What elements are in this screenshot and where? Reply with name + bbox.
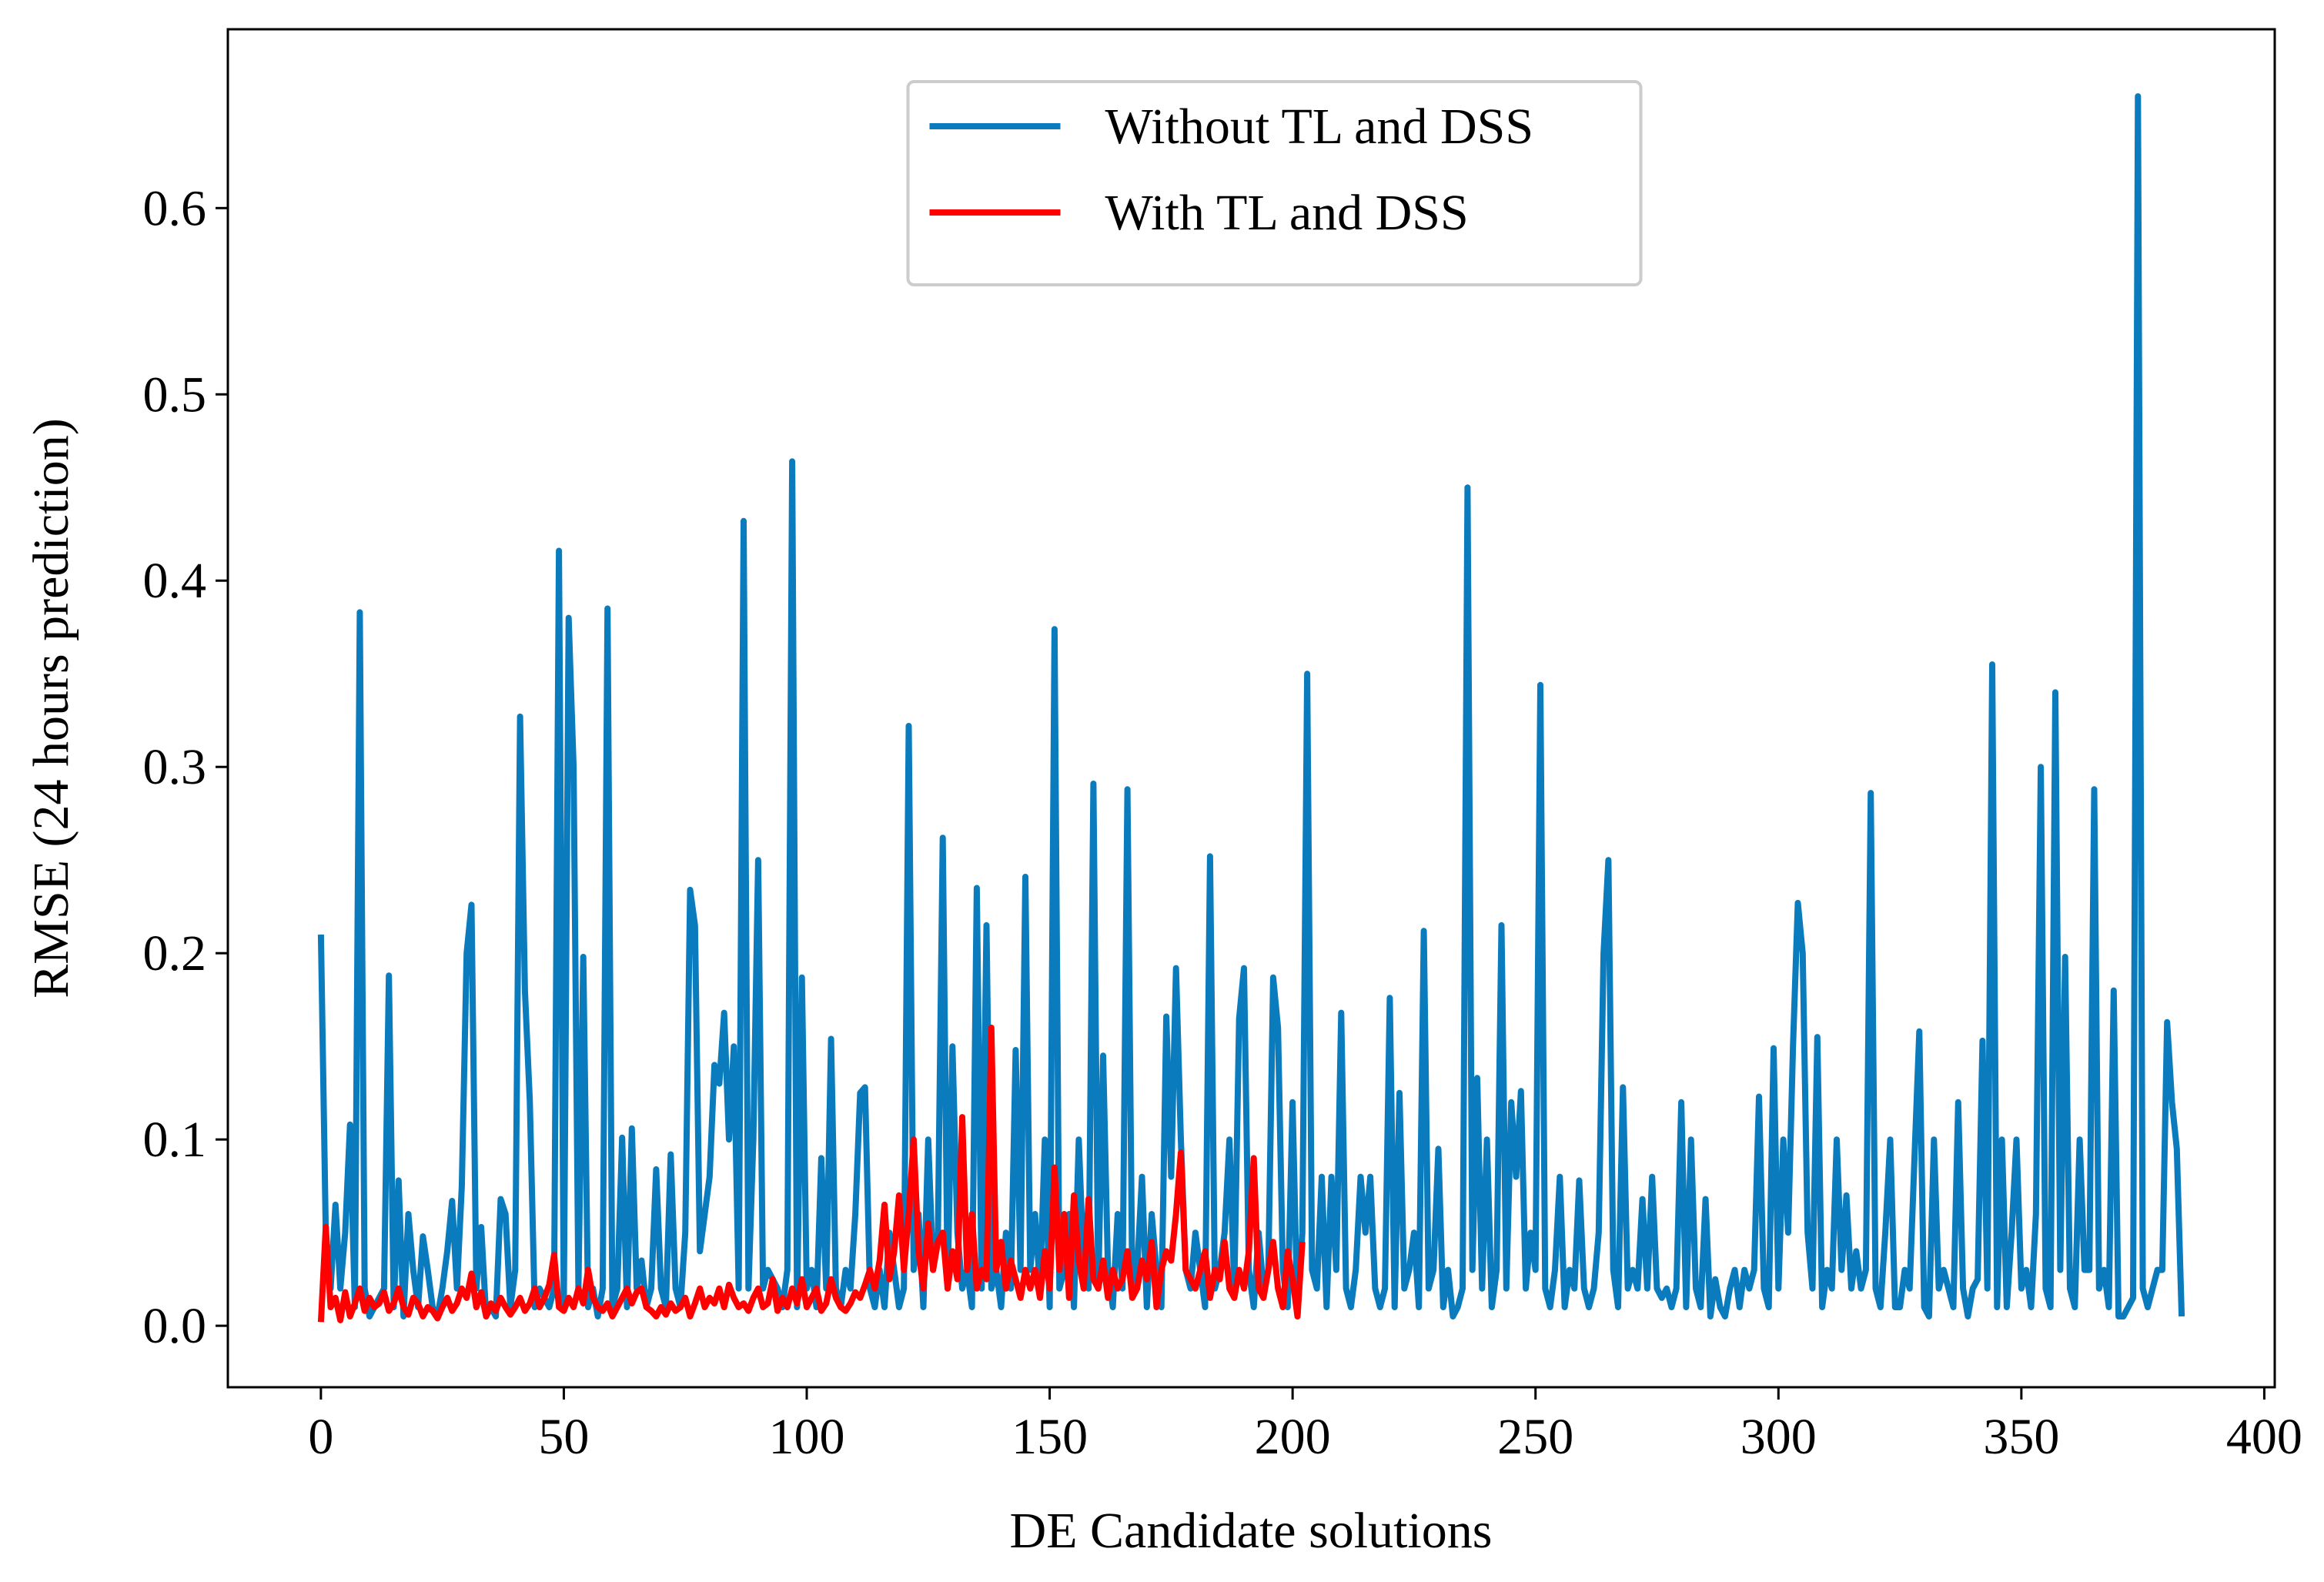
x-tick-label: 100 (769, 1409, 845, 1465)
legend-label: Without TL and DSS (1105, 99, 1534, 155)
y-axis-label: RMSE (24 hours prediction) (23, 418, 79, 998)
legend-box (906, 80, 1643, 286)
plot-frame (226, 28, 2276, 1389)
y-tick-label: 0.4 (143, 553, 207, 609)
x-tick-label: 50 (538, 1409, 589, 1465)
x-tick-label: 250 (1497, 1409, 1573, 1465)
x-tick-label: 350 (1983, 1409, 2059, 1465)
y-tick-label: 0.1 (143, 1112, 207, 1168)
y-tick-label: 0.6 (143, 180, 207, 236)
y-tick-label: 0.5 (143, 366, 207, 423)
y-tick-label: 0.2 (143, 925, 207, 982)
series-line (317, 93, 2185, 1319)
x-tick-label: 400 (2226, 1409, 2302, 1465)
x-tick-label: 150 (1012, 1409, 1088, 1465)
x-tick-label: 200 (1255, 1409, 1331, 1465)
series-line (317, 1025, 1306, 1323)
legend-label: With TL and DSS (1105, 185, 1469, 241)
x-tick-label: 300 (1740, 1409, 1817, 1465)
x-tick-label: 0 (308, 1409, 333, 1465)
x-axis-label: DE Candidate solutions (1010, 1503, 1493, 1559)
y-tick-label: 0.0 (143, 1298, 207, 1354)
y-tick-label: 0.3 (143, 739, 207, 795)
